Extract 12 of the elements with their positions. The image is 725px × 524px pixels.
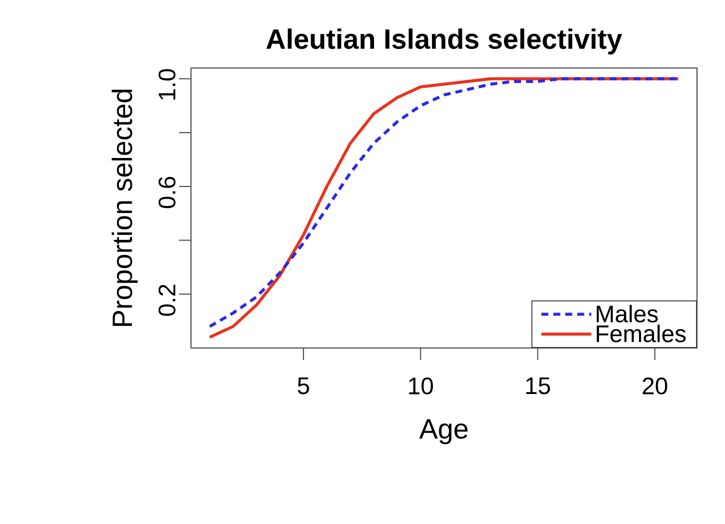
x-axis-title: Age (419, 419, 468, 444)
legend-label: Males (596, 304, 658, 322)
y-tick-label: 1.0 (158, 69, 176, 100)
x-tick-label: 5 (298, 378, 310, 394)
legend-label: Females (596, 324, 686, 342)
y-tick-label: 0.6 (158, 176, 176, 208)
x-tick-label: 15 (526, 378, 550, 394)
x-tick-label: 20 (642, 378, 668, 394)
y-axis-title: Proportion selected (112, 90, 138, 326)
y-tick-label: 0.2 (158, 284, 176, 316)
chart-title: Aleutian Islands selectivity (266, 28, 622, 54)
x-tick-label: 10 (409, 378, 433, 394)
